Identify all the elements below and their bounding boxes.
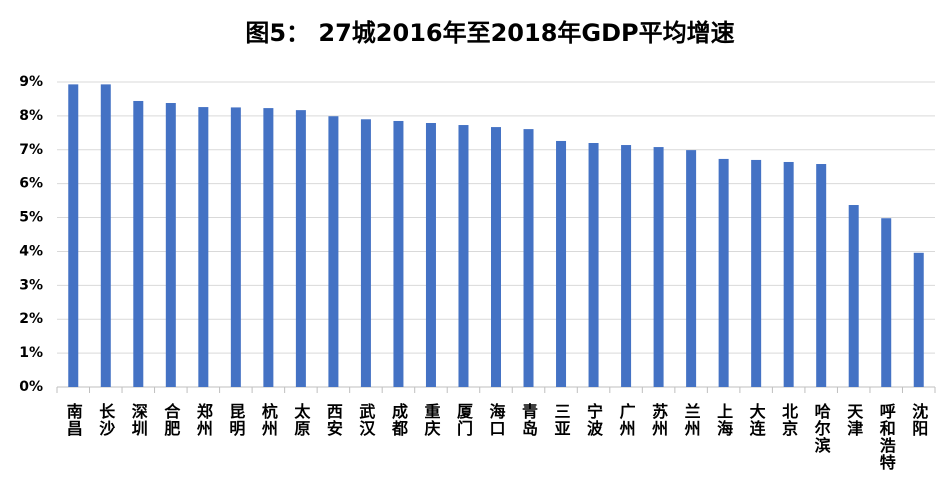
bar: [295, 110, 306, 387]
bar: [751, 159, 762, 387]
bar: [686, 150, 697, 387]
bar: [165, 103, 176, 387]
bar: [653, 147, 664, 387]
bar: [491, 127, 501, 388]
y-tick-label: 3%: [19, 277, 43, 293]
bar: [425, 123, 436, 387]
x-tick-label: 上海: [714, 403, 733, 437]
x-tick-label: 哈尔滨: [812, 402, 831, 454]
x-tick-label: 三亚: [552, 403, 571, 437]
y-tick-label: 8%: [19, 108, 43, 124]
x-tick-label: 苏州: [649, 402, 669, 437]
y-tick-label: 2%: [19, 311, 43, 327]
bar: [913, 252, 924, 387]
x-tick-label: 郑州: [194, 402, 214, 437]
bar: [621, 145, 632, 387]
x-tick-label: 重庆: [421, 402, 441, 437]
bar: [230, 107, 241, 388]
bar: [360, 119, 371, 388]
x-tick-label: 宁波: [584, 402, 603, 437]
bar: [100, 84, 111, 387]
x-tick-label: 南昌: [64, 402, 83, 437]
x-tick-label: 合肥: [161, 402, 180, 437]
bar: [588, 143, 599, 387]
x-tick-label: 呼和浩特: [877, 403, 896, 471]
x-tick-label: 青岛: [519, 402, 538, 437]
bar: [198, 107, 209, 388]
chart-title: 图5： 27城2016年至2018年GDP平均增速: [245, 19, 734, 47]
x-tick-label: 兰州: [682, 402, 702, 437]
x-tick-label: 深圳: [129, 402, 148, 437]
y-tick-label: 0%: [19, 379, 43, 395]
x-tick-label: 沈阳: [909, 402, 928, 437]
y-tick-label: 1%: [19, 345, 43, 361]
x-tick-label: 武汉: [356, 402, 375, 437]
y-tick-label: 6%: [19, 176, 43, 192]
bar: [816, 164, 827, 387]
bar: [523, 129, 534, 387]
x-tick-label: 杭州: [259, 402, 279, 437]
x-tick-label: 长沙: [96, 402, 115, 437]
x-tick-label: 广州: [617, 402, 637, 437]
y-tick-label: 9%: [19, 74, 43, 90]
y-tick-label: 7%: [19, 142, 43, 158]
y-tick-label: 5%: [19, 210, 43, 226]
bar: [881, 218, 892, 387]
bar: [68, 84, 79, 387]
bar: [133, 100, 144, 387]
x-tick-label: 太原: [291, 402, 311, 437]
bar: [263, 108, 274, 387]
x-tick-label: 成都: [389, 402, 409, 437]
x-tick-label: 西安: [324, 403, 343, 437]
bar: [328, 116, 339, 387]
bar: [718, 158, 729, 387]
bar: [458, 125, 469, 388]
bar: [556, 140, 567, 387]
y-tick-label: 4%: [19, 243, 43, 259]
x-tick-label: 大连: [747, 402, 766, 437]
bar: [783, 161, 794, 387]
x-tick-label: 北京: [779, 403, 798, 437]
x-tick-label: 厦门: [454, 403, 473, 437]
bar: [848, 205, 859, 387]
x-tick-label: 天津: [844, 403, 863, 437]
x-tick-label: 海口: [487, 402, 506, 437]
bar: [393, 120, 404, 387]
x-tick-label: 昆明: [226, 403, 245, 437]
